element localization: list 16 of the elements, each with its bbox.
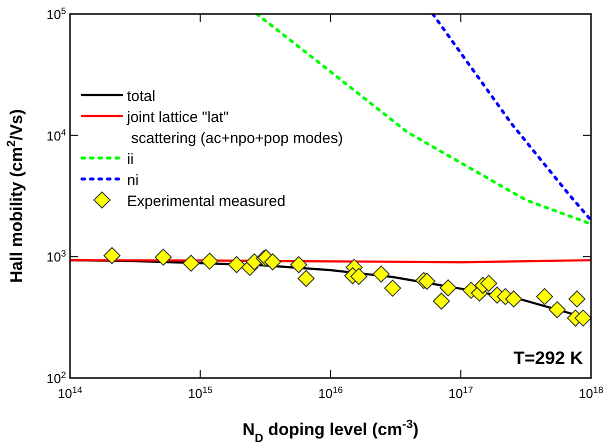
- x-tick-label: 10$^{14}$: [58, 385, 82, 401]
- legend-label: ii: [127, 151, 134, 168]
- legend-label: joint lattice "lat" scattering (ac+npo+pop modes): [126, 109, 343, 147]
- x-tick-label: 10$^{16}$: [318, 385, 343, 401]
- y-tick-label: 10$^{3}$: [46, 248, 66, 265]
- x-tick-label: 10$^{15}$: [188, 385, 213, 401]
- y-tick-label: 10$^{2}$: [46, 370, 66, 386]
- y-tick-label: 10$^{5}$: [46, 6, 66, 22]
- legend-label: Experimental measured: [127, 193, 286, 210]
- legend-label: ni: [127, 172, 139, 189]
- y-tick-label: 10$^{4}$: [46, 127, 66, 144]
- annotation: T=292 K: [513, 348, 583, 368]
- x-axis-title: N$_{D}$ doping level (cm$^{-3}$): [242, 417, 418, 443]
- x-tick-label: 10$^{17}$: [448, 385, 474, 401]
- x-tick-label: 10$^{18}$: [578, 385, 604, 401]
- legend-label: total: [127, 88, 156, 105]
